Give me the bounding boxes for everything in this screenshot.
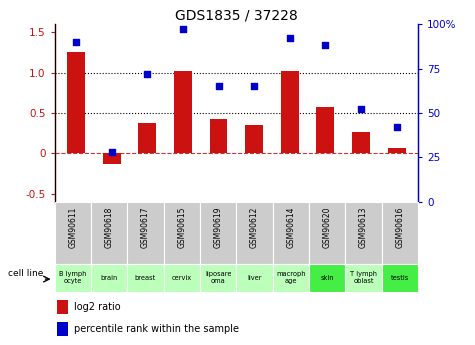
Point: [322, 43, 329, 48]
Bar: [91, 202, 127, 264]
Text: liposare
oma: liposare oma: [205, 271, 231, 284]
Bar: [382, 264, 418, 292]
Text: cervix: cervix: [172, 275, 192, 281]
Bar: [200, 202, 237, 264]
Bar: [345, 202, 381, 264]
Bar: [57, 300, 68, 314]
Bar: [138, 123, 156, 154]
Point: [179, 27, 187, 32]
Bar: [163, 264, 200, 292]
Bar: [273, 202, 309, 264]
Bar: [127, 202, 163, 264]
Text: GSM90613: GSM90613: [359, 207, 368, 248]
Bar: [163, 202, 200, 264]
Text: GSM90620: GSM90620: [323, 207, 332, 248]
Bar: [127, 264, 163, 292]
Text: percentile rank within the sample: percentile rank within the sample: [74, 324, 239, 334]
Text: GSM90616: GSM90616: [395, 207, 404, 248]
Bar: [174, 71, 192, 154]
Bar: [352, 131, 370, 154]
Point: [357, 107, 365, 112]
Bar: [57, 322, 68, 336]
Text: GSM90611: GSM90611: [68, 207, 77, 248]
Text: liver: liver: [247, 275, 262, 281]
Bar: [237, 202, 273, 264]
Bar: [67, 52, 85, 154]
Text: GSM90617: GSM90617: [141, 207, 150, 248]
Bar: [281, 71, 299, 154]
Text: GSM90612: GSM90612: [250, 207, 259, 248]
Text: GSM90615: GSM90615: [177, 207, 186, 248]
Text: brain: brain: [101, 275, 118, 281]
Bar: [382, 202, 418, 264]
Point: [286, 36, 294, 41]
Bar: [55, 202, 91, 264]
Point: [393, 125, 400, 130]
Point: [108, 149, 115, 155]
Bar: [388, 148, 406, 154]
Bar: [55, 264, 91, 292]
Text: skin: skin: [321, 275, 334, 281]
Bar: [91, 264, 127, 292]
Bar: [237, 264, 273, 292]
Title: GDS1835 / 37228: GDS1835 / 37228: [175, 9, 298, 23]
Bar: [309, 202, 345, 264]
Text: GSM90614: GSM90614: [286, 207, 295, 248]
Text: macroph
age: macroph age: [276, 271, 305, 284]
Point: [143, 71, 151, 77]
Point: [215, 83, 222, 89]
Bar: [345, 264, 381, 292]
Bar: [273, 264, 309, 292]
Point: [250, 83, 258, 89]
Text: T lymph
oblast: T lymph oblast: [350, 271, 377, 284]
Text: GSM90619: GSM90619: [214, 207, 223, 248]
Bar: [103, 154, 121, 164]
Text: cell line: cell line: [8, 269, 44, 278]
Bar: [245, 125, 263, 154]
Text: log2 ratio: log2 ratio: [74, 302, 120, 312]
Text: GSM90618: GSM90618: [104, 207, 114, 248]
Text: breast: breast: [135, 275, 156, 281]
Text: B lymph
ocyte: B lymph ocyte: [59, 271, 86, 284]
Bar: [309, 264, 345, 292]
Bar: [209, 119, 228, 154]
Point: [72, 39, 80, 45]
Text: testis: testis: [391, 275, 409, 281]
Bar: [200, 264, 237, 292]
Bar: [316, 107, 334, 154]
